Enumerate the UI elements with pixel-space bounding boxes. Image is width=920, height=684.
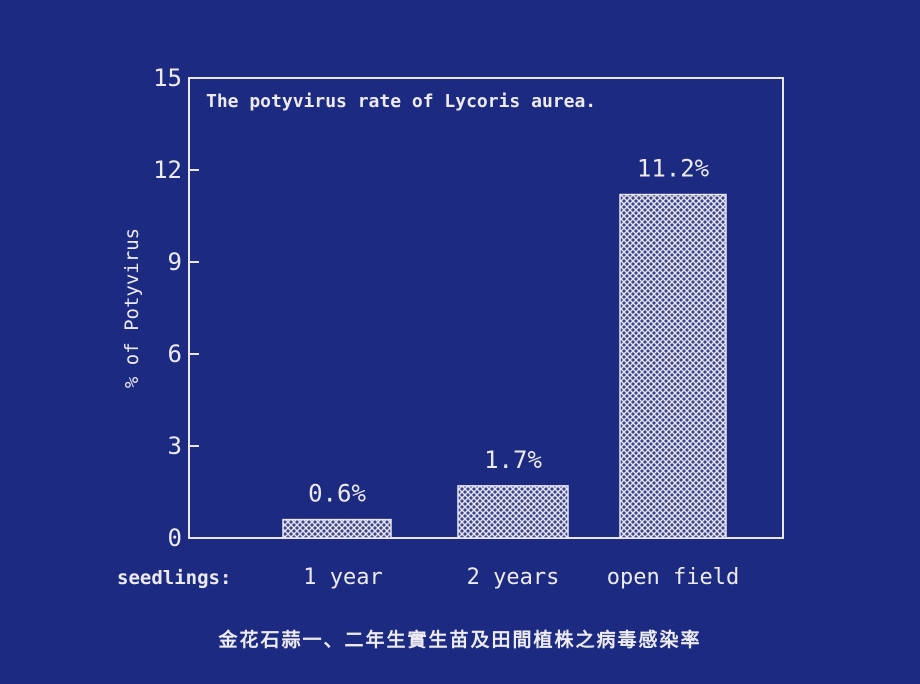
y-axis-title: % of Potyvirus bbox=[121, 228, 143, 388]
data-label: 0.6% bbox=[308, 480, 366, 508]
caption: 金花石蒜一、二年生實生苗及田間植株之病毒感染率 bbox=[217, 628, 701, 651]
bar-open-field bbox=[619, 193, 727, 539]
x-tick-label: 1 year bbox=[303, 565, 382, 590]
y-axis: 0 3 6 9 12 15 bbox=[153, 64, 199, 552]
data-label: 11.2% bbox=[637, 155, 710, 183]
x-tick-label: open field bbox=[607, 565, 739, 590]
y-tick-label: 0 bbox=[168, 524, 182, 552]
data-labels-group: 0.6% 1.7% 11.2% bbox=[308, 155, 710, 508]
y-tick-label: 15 bbox=[153, 64, 182, 92]
x-tick-label: 2 years bbox=[467, 565, 560, 590]
x-axis: 1 year 2 years open field bbox=[303, 565, 739, 590]
y-tick-label: 12 bbox=[153, 156, 182, 184]
y-tick-label: 6 bbox=[168, 340, 182, 368]
bars-group bbox=[282, 193, 727, 539]
bar-1-year bbox=[282, 518, 392, 539]
data-label: 1.7% bbox=[484, 446, 542, 474]
y-tick-label: 9 bbox=[168, 248, 182, 276]
bar-2-years bbox=[457, 485, 569, 539]
y-tick-label: 3 bbox=[168, 432, 182, 460]
x-axis-prefix: seedlings: bbox=[117, 567, 231, 589]
chart-title: The potyvirus rate of Lycoris aurea. bbox=[206, 91, 596, 112]
